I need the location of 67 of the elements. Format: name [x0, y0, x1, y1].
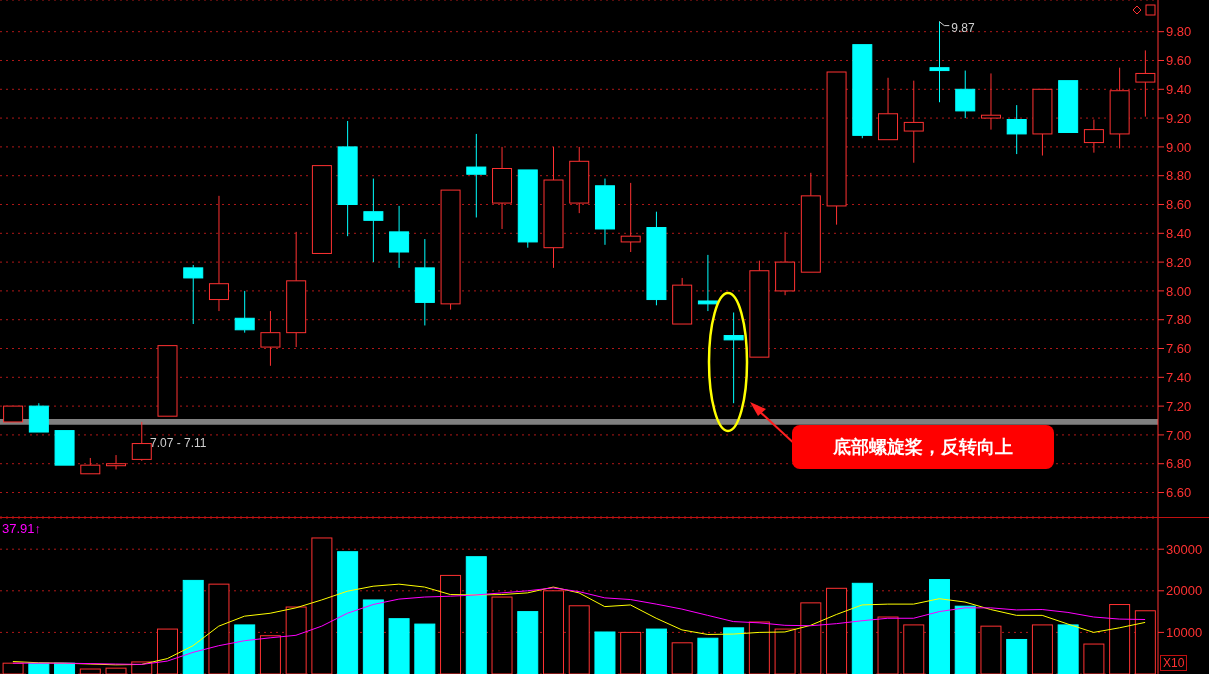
- candlestick: [980, 72, 1001, 131]
- y-tick-label: 7.60: [1166, 341, 1192, 357]
- bar: [465, 556, 487, 674]
- y-tick-label: 8.80: [1166, 168, 1192, 184]
- bar: [697, 637, 719, 674]
- candlestick: [697, 254, 718, 312]
- y-tick-label: 8.20: [1166, 254, 1192, 270]
- candlestick: [466, 133, 487, 218]
- y-tick-label: 6.60: [1166, 485, 1192, 501]
- bar: [928, 579, 950, 674]
- y-tick-label: 7.40: [1166, 369, 1192, 385]
- candlestick: [337, 120, 358, 237]
- y-tick-label: 10000: [1166, 625, 1203, 641]
- candlestick: [1006, 104, 1027, 155]
- candlestick: [389, 205, 410, 269]
- bar: [414, 623, 436, 674]
- bar: [388, 618, 410, 674]
- candlestick: [543, 146, 564, 269]
- bar: [723, 627, 745, 674]
- y-tick-label: 7.00: [1166, 427, 1192, 443]
- annotation: 9.87: [951, 20, 975, 35]
- candlestick: [234, 290, 255, 334]
- candlestick: [903, 80, 924, 164]
- candlestick: [1083, 119, 1104, 154]
- y-tick-label: 30000: [1166, 541, 1203, 557]
- y-tick-label: 8.00: [1166, 283, 1192, 299]
- candlestick: [414, 238, 435, 326]
- candlestick: [569, 146, 590, 214]
- candlestick: [929, 21, 950, 103]
- candlestick: [723, 312, 744, 404]
- y-tick-label: 7.20: [1166, 398, 1192, 414]
- candlestick: [260, 310, 281, 367]
- bar: [362, 599, 384, 674]
- bar: [337, 551, 359, 674]
- candlestick: [286, 231, 307, 348]
- y-tick-label: 20000: [1166, 583, 1203, 599]
- bar: [1006, 638, 1028, 674]
- annotation: 底部螺旋桨，反转向上: [832, 436, 1013, 457]
- candlestick: [106, 454, 127, 470]
- bar: [645, 628, 667, 674]
- candlestick: [775, 231, 796, 296]
- bar: [517, 611, 539, 674]
- y-tick-label: 9.00: [1166, 139, 1192, 155]
- y-tick-label: 7.80: [1166, 312, 1192, 328]
- bar: [1057, 624, 1079, 674]
- bar: [234, 624, 256, 674]
- bar: [182, 579, 204, 674]
- candlestick: [620, 182, 641, 253]
- candlestick: [208, 195, 229, 312]
- bar: [594, 631, 616, 674]
- y-tick-label: 6.80: [1166, 456, 1192, 472]
- y-tick-label: 8.40: [1166, 225, 1192, 241]
- candlestick: [131, 421, 152, 460]
- bar: [851, 582, 873, 674]
- bar: [954, 605, 976, 674]
- annotation: 37.91↑: [2, 521, 42, 536]
- text: X10: [1160, 655, 1188, 671]
- candlestick: [1109, 67, 1130, 149]
- y-tick-label: 8.60: [1166, 197, 1192, 213]
- candlestick: [594, 178, 615, 246]
- candlestick: [492, 146, 513, 230]
- band-label: 7.07 - 7.11: [150, 435, 207, 450]
- y-tick-label: 9.60: [1166, 53, 1192, 69]
- y-tick-label: 9.20: [1166, 110, 1192, 126]
- y-tick-label: 9.40: [1166, 81, 1192, 97]
- y-tick-label: 9.80: [1166, 24, 1192, 40]
- candlestick: [363, 178, 384, 263]
